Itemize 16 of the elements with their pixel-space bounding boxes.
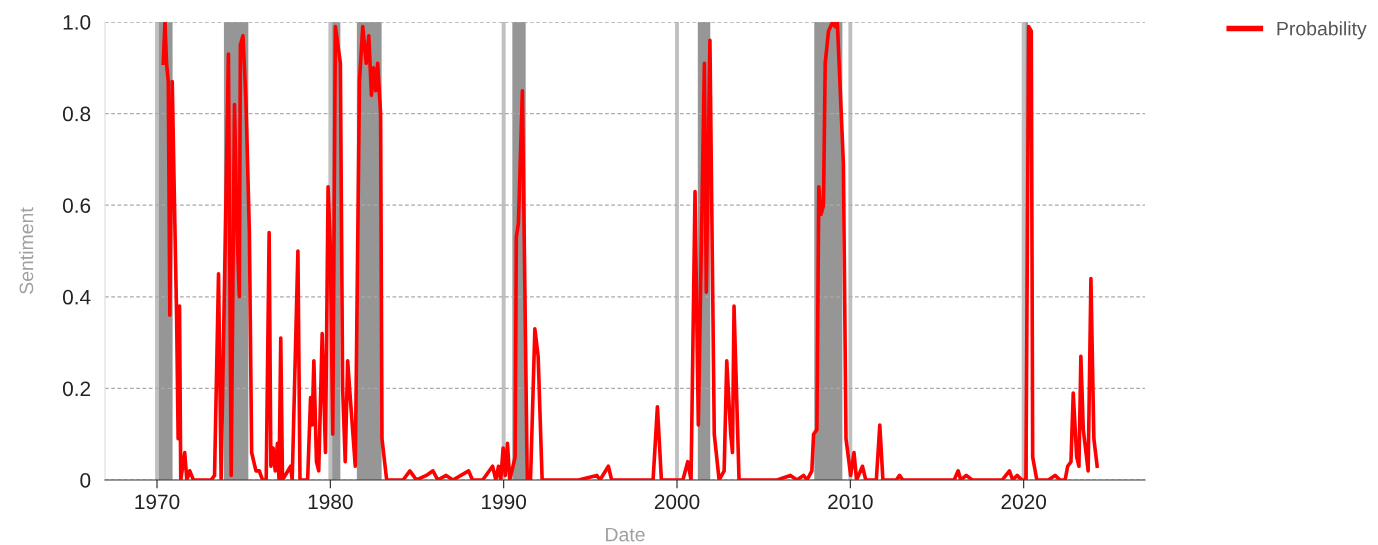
x-tick-label: 1980 xyxy=(308,494,353,510)
x-tick-label: 1990 xyxy=(482,494,527,510)
y-tick-label: 0.6 xyxy=(62,198,91,213)
x-tick-label: 1970 xyxy=(135,494,180,510)
y-axis-title: Sentiment xyxy=(19,207,34,294)
y-tick-label: 0.2 xyxy=(62,381,91,397)
x-tick-label: 2020 xyxy=(1001,494,1047,510)
x-tick-label: 2000 xyxy=(654,494,700,510)
legend-label: Probability xyxy=(1277,21,1367,40)
y-tick-label: 0.8 xyxy=(62,106,91,122)
line-series xyxy=(161,22,1099,480)
y-tick-label: 0.4 xyxy=(62,289,91,305)
y-tick-label: 0 xyxy=(80,473,91,488)
x-tick-label: 2010 xyxy=(828,494,873,510)
y-tick-label: 1.0 xyxy=(63,15,91,30)
x-axis-title: Date xyxy=(606,527,645,542)
